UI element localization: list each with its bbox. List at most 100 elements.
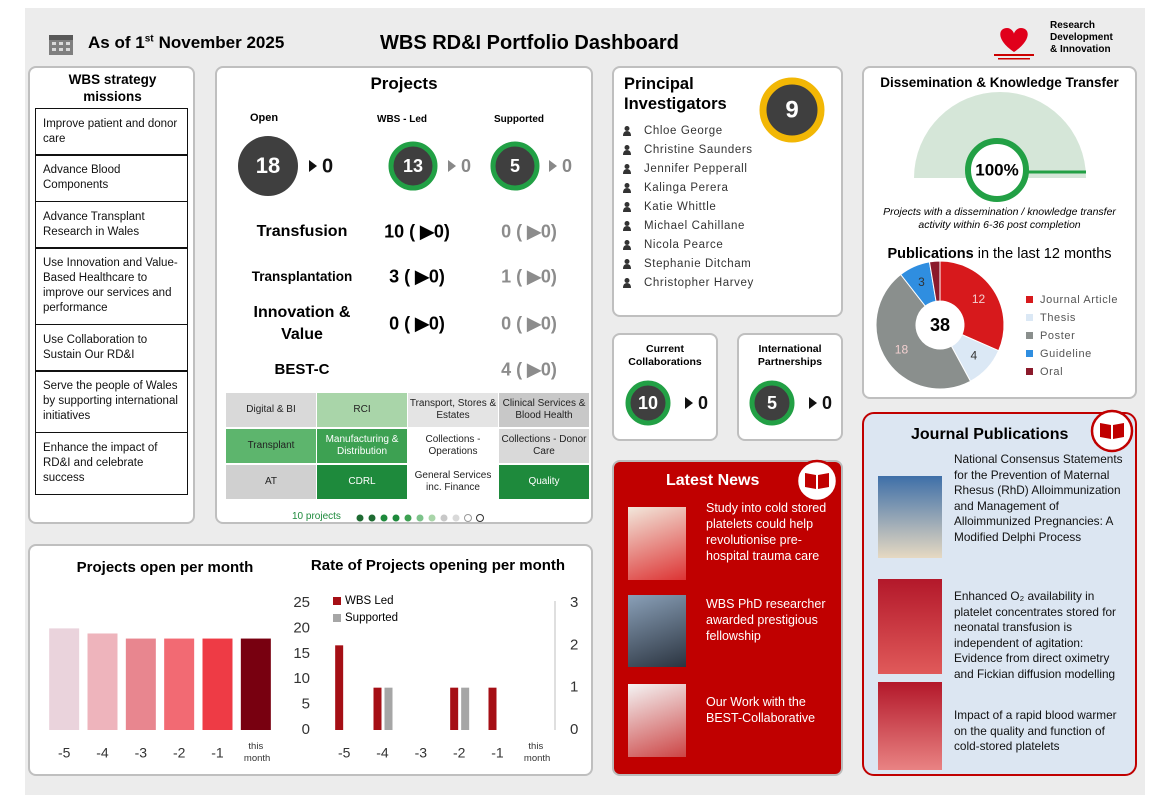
- date-text: As of 1: [88, 33, 145, 52]
- department-cell: CDRL: [317, 465, 407, 499]
- mission-item: Serve the people of Wales by supporting …: [35, 370, 188, 433]
- pi-name: Nicola Pearce: [644, 239, 723, 251]
- collaborations-panel: Current Collaborations: [612, 333, 718, 441]
- department-cell: General Services inc. Finance: [408, 465, 498, 499]
- mission-item: Improve patient and donor care: [35, 108, 188, 156]
- row-value: 0 ( ▶0): [501, 222, 557, 243]
- department-cell: Collections - Operations: [408, 429, 498, 463]
- row-value: 4 ( ▶0): [501, 360, 557, 381]
- row-label: Transplantation: [242, 266, 362, 288]
- pi-name: Kalinga Perera: [644, 182, 728, 194]
- news-image: [628, 507, 686, 580]
- column-label: Supported: [494, 114, 544, 125]
- news-image: [628, 595, 686, 667]
- panel-title: Latest News: [666, 472, 759, 490]
- journal-title: Enhanced O₂ availability in platelet con…: [954, 589, 1132, 682]
- projects-panel: Projects Open WBS - Led Supported 10 pro…: [215, 66, 593, 524]
- person-icon: [622, 239, 640, 251]
- pi-list: Chloe George Christine Saunders Jennifer P…: [622, 121, 754, 292]
- pi-name: Jennifer Pepperall: [644, 163, 748, 175]
- row-label: BEST-C: [242, 359, 362, 381]
- panel-title: International Partnerships: [743, 343, 837, 369]
- department-cell: RCI: [317, 393, 407, 427]
- department-cell: Transport, Stores & Estates: [408, 393, 498, 427]
- publications-subtitle: in the last 12 months: [978, 246, 1112, 262]
- pi-panel: Principal Investigators Chloe George Chri…: [612, 66, 843, 317]
- pi-row: Christopher Harvey: [622, 273, 754, 292]
- logo-line: Development: [1050, 32, 1113, 44]
- person-icon: [622, 220, 640, 232]
- logo-line: Research: [1050, 20, 1113, 32]
- date-text: November 2025: [159, 33, 285, 52]
- logo: [984, 22, 1044, 62]
- pi-name: Stephanie Ditcham: [644, 258, 751, 270]
- panel-title: Current Collaborations: [618, 343, 712, 369]
- pi-name: Chloe George: [644, 125, 723, 137]
- partnerships-panel: International Partnerships: [737, 333, 843, 441]
- caption: Projects with a dissemination / knowledg…: [868, 206, 1131, 232]
- mission-item: Advance Blood Components: [35, 154, 188, 202]
- news-text: Study into cold stored platelets could h…: [706, 500, 841, 564]
- projects-count: 10 projects: [292, 511, 341, 522]
- column-label: WBS - Led: [377, 114, 427, 125]
- news-image: [628, 684, 686, 757]
- person-icon: [622, 258, 640, 270]
- panel-title: WBS strategy missions: [50, 71, 175, 105]
- mission-item: Use Collaboration to Sustain Our RD&I: [35, 324, 188, 372]
- person-icon: [622, 201, 640, 213]
- book-icon[interactable]: [1089, 408, 1135, 454]
- pi-name: Christopher Harvey: [644, 277, 754, 289]
- row-value: 10 ( ▶0): [384, 222, 450, 243]
- pi-name: Christine Saunders: [644, 144, 753, 156]
- panel-title: Dissemination & Knowledge Transfer: [864, 75, 1135, 90]
- dashboard-title: WBS RD&I Portfolio Dashboard: [380, 32, 679, 55]
- panel-title: Principal Investigators: [624, 74, 754, 114]
- journal-cover: [878, 682, 942, 770]
- row-value: 0 ( ▶0): [501, 314, 557, 335]
- date-suffix: st: [145, 33, 154, 44]
- department-cell: Quality: [499, 465, 589, 499]
- pi-name: Michael Cahillane: [644, 220, 745, 232]
- mission-item: Use Innovation and Value-Based Healthcar…: [35, 247, 188, 325]
- project-dots: [355, 512, 525, 524]
- pi-row: Stephanie Ditcham: [622, 254, 754, 273]
- pi-row: Nicola Pearce: [622, 235, 754, 254]
- department-cell: Digital & BI: [226, 393, 316, 427]
- department-cell: AT: [226, 465, 316, 499]
- row-label: Transfusion: [242, 221, 362, 243]
- pi-row: Kalinga Perera: [622, 178, 754, 197]
- news-text: Our Work with the BEST-Collaborative: [706, 694, 841, 726]
- person-icon: [622, 182, 640, 194]
- person-icon: [622, 125, 640, 137]
- pi-name: Katie Whittle: [644, 201, 716, 213]
- journal-cover: [878, 579, 942, 674]
- publications-title-bold: Publications: [887, 246, 973, 262]
- department-cell: Manufacturing & Distribution: [317, 429, 407, 463]
- journal-title: National Consensus Statements for the Pr…: [954, 452, 1132, 545]
- row-value: 0 ( ▶0): [389, 314, 445, 335]
- pi-row: Katie Whittle: [622, 197, 754, 216]
- missions-panel: WBS strategy missions Improve patient an…: [28, 66, 195, 524]
- calendar-icon: [48, 32, 74, 56]
- panel-title: Journal Publications: [911, 426, 1068, 444]
- column-label: Open: [250, 112, 278, 124]
- panel-title: Projects: [217, 74, 591, 94]
- row-value: 1 ( ▶0): [501, 267, 557, 288]
- date: As of 1st November 2025: [88, 33, 284, 53]
- journal-title: Impact of a rapid blood warmer on the qu…: [954, 708, 1132, 755]
- book-icon[interactable]: [794, 458, 840, 504]
- pi-row: Jennifer Pepperall: [622, 159, 754, 178]
- mission-item: Enhance the impact of RD&I and celebrate…: [35, 432, 188, 495]
- news-panel: Latest News Study into cold stored plate…: [612, 460, 843, 776]
- department-cell: Transplant: [226, 429, 316, 463]
- pi-row: Chloe George: [622, 121, 754, 140]
- row-label: Innovation & Value: [242, 302, 362, 346]
- person-icon: [622, 277, 640, 289]
- journal-cover: [878, 476, 942, 558]
- logo-line: & Innovation: [1050, 44, 1113, 56]
- person-icon: [622, 144, 640, 156]
- person-icon: [622, 163, 640, 175]
- department-cell: Clinical Services & Blood Health: [499, 393, 589, 427]
